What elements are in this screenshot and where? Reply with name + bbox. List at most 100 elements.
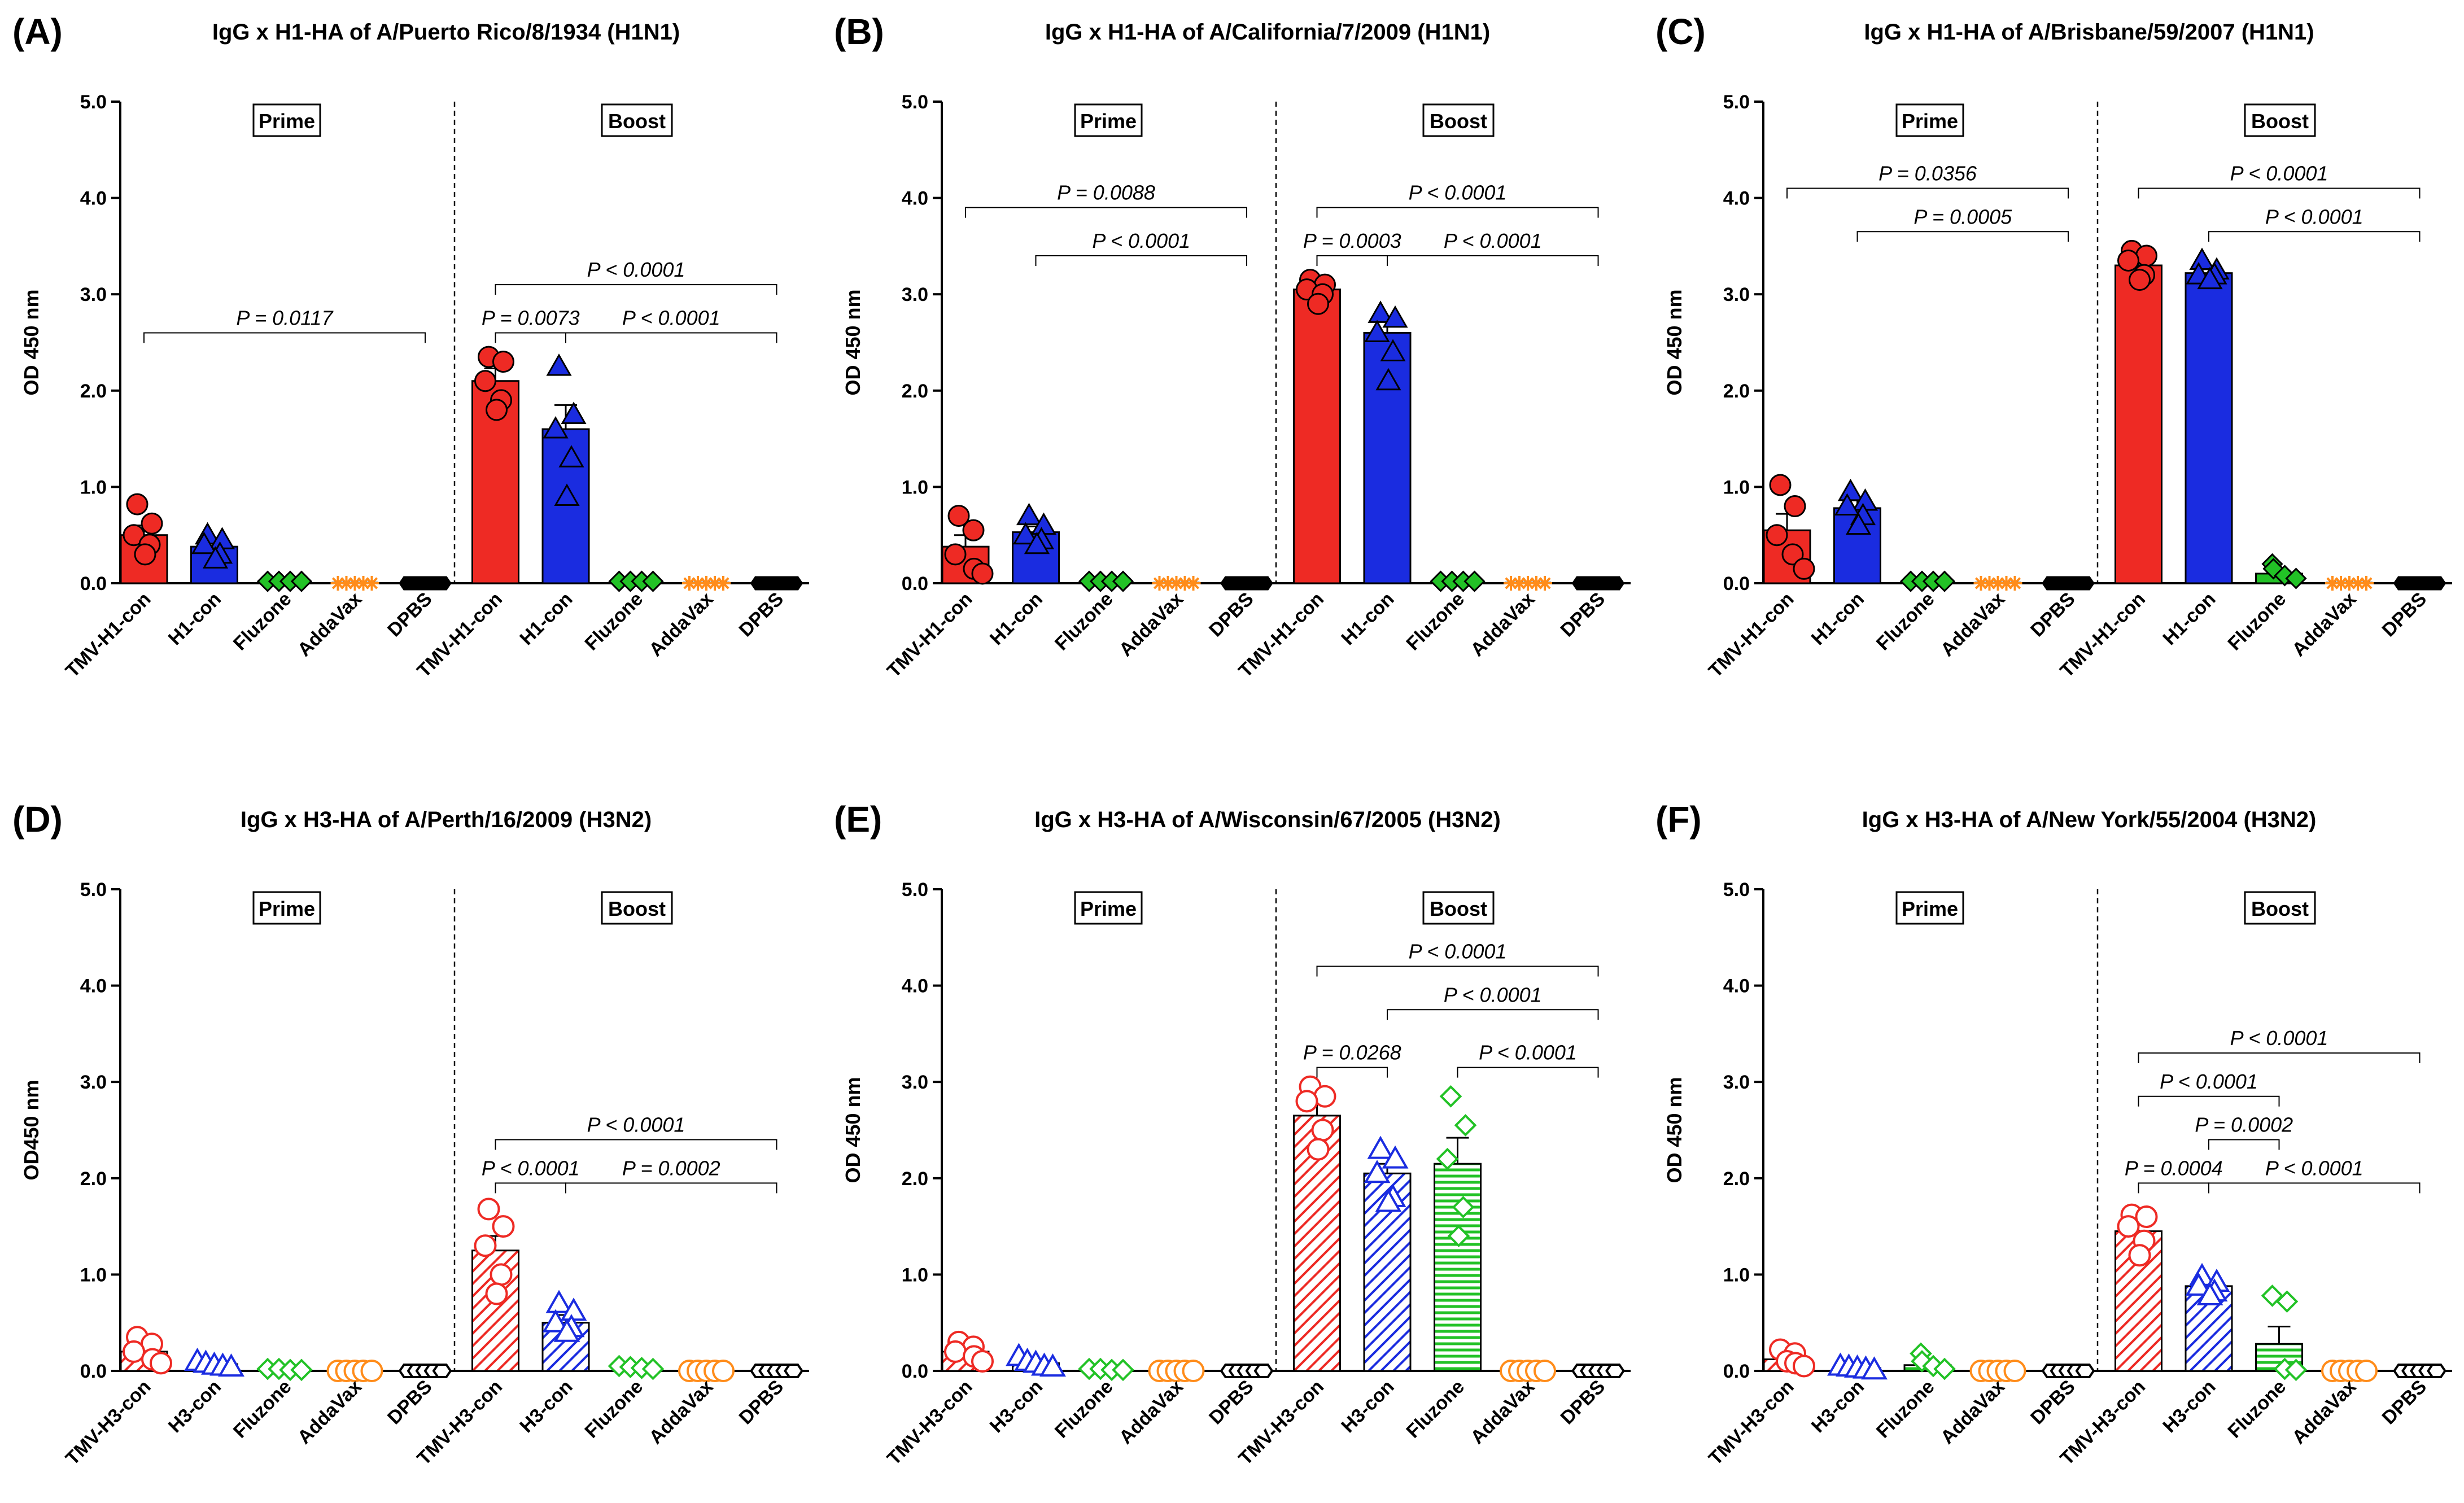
x-tick-label: Fluzone	[1051, 588, 1117, 655]
significance-bracket	[1035, 255, 1247, 266]
x-tick-label: TMV-H1-con	[1705, 588, 1798, 682]
y-tick-label: 1.0	[80, 477, 107, 498]
x-tick-label: TMV-H3-con	[1705, 1376, 1798, 1470]
y-tick-label: 3.0	[1723, 1072, 1750, 1093]
data-point	[1605, 576, 1625, 591]
data-point	[477, 1198, 500, 1221]
p-value-label: P < 0.0001	[622, 306, 720, 329]
data-point	[1112, 1358, 1134, 1382]
bar	[2115, 264, 2162, 584]
x-tick-label: AddaVax	[645, 1376, 717, 1448]
data-point	[1012, 522, 1039, 545]
chart-panel: (B) IgG x H1-HA of A/California/7/2009 (H…	[834, 11, 1631, 682]
data-point	[1039, 1353, 1066, 1377]
data-point	[1933, 570, 1956, 592]
data-point	[2274, 565, 2296, 587]
x-tick-label: H1-con	[1337, 588, 1398, 649]
p-value-label: P < 0.0001	[1409, 181, 1507, 204]
x-tick-label: AddaVax	[294, 588, 366, 661]
significance-bracket	[1387, 1009, 1599, 1020]
prime-box	[1895, 103, 1964, 137]
boost-label: Boost	[608, 110, 666, 133]
data-point	[1781, 543, 1804, 566]
significance-bracket	[495, 1182, 566, 1194]
p-value-label: P < 0.0001	[2230, 1026, 2328, 1050]
p-value-label: P = 0.0356	[1878, 162, 1977, 185]
x-tick-label: AddaVax	[2288, 588, 2360, 661]
x-tick-label: Fluzone	[229, 588, 296, 655]
p-value-label: P < 0.0001	[2160, 1070, 2258, 1093]
significance-bracket	[2138, 1095, 2280, 1107]
data-point	[1382, 305, 1408, 328]
significance-bracket	[1316, 965, 1599, 977]
x-tick-label: Fluzone	[580, 1376, 647, 1443]
data-point	[2196, 1282, 2223, 1305]
data-point	[1534, 1360, 1556, 1382]
x-tick-label: H3-con	[2159, 1376, 2220, 1437]
data-point	[126, 493, 148, 515]
data-point	[1463, 570, 1486, 592]
data-point	[1452, 1196, 1475, 1218]
p-value-label: P < 0.0001	[1444, 983, 1542, 1006]
x-tick-label: H3-con	[1807, 1376, 1868, 1437]
x-tick-label: DPBS	[2378, 1376, 2431, 1429]
data-point	[1253, 1364, 1274, 1378]
x-tick-label: Fluzone	[2223, 588, 2290, 655]
chart-panel: (F) IgG x H3-HA of A/New York/55/2004 (H3…	[1655, 799, 2452, 1470]
significance-bracket	[143, 332, 426, 343]
x-tick-label: H1-con	[515, 588, 576, 649]
y-axis-label: OD 450 nm	[841, 1077, 864, 1183]
chart-panel: (D) IgG x H3-HA of A/Perth/16/2009 (H3N2)…	[12, 799, 809, 1470]
y-tick-label: 1.0	[1723, 477, 1750, 498]
y-tick-label: 2.0	[80, 381, 107, 402]
y-tick-label: 3.0	[902, 1072, 928, 1093]
y-tick-label: 3.0	[1723, 284, 1750, 305]
data-point	[1024, 531, 1050, 554]
data-point	[492, 351, 514, 373]
y-tick-label: 4.0	[902, 188, 928, 209]
y-tick-label: 4.0	[80, 976, 107, 997]
data-point	[2003, 1360, 2026, 1382]
boost-label: Boost	[2251, 897, 2309, 920]
data-point	[1793, 1355, 1815, 1378]
data-point	[546, 353, 572, 376]
data-point	[947, 505, 970, 527]
data-point	[2427, 576, 2446, 591]
y-tick-label: 0.0	[80, 1361, 107, 1382]
x-tick-label: DPBS	[1205, 1376, 1258, 1429]
y-tick-label: 5.0	[1723, 91, 1750, 113]
panel-letter: (A)	[12, 11, 63, 52]
y-tick-label: 4.0	[902, 976, 928, 997]
panel-letter: (F)	[1655, 799, 1702, 840]
y-tick-label: 1.0	[902, 1264, 928, 1286]
data-point	[218, 1353, 244, 1377]
significance-bracket	[2138, 1052, 2421, 1064]
panel-letter: (B)	[834, 11, 884, 52]
p-value-label: P < 0.0001	[2265, 1156, 2363, 1179]
boost-box	[2244, 103, 2316, 137]
data-point	[123, 1340, 145, 1363]
significance-bracket	[1316, 1067, 1388, 1078]
data-point	[558, 445, 584, 467]
data-point	[1382, 1145, 1409, 1169]
y-tick-label: 5.0	[1723, 879, 1750, 901]
data-point	[2128, 1244, 2151, 1267]
data-point	[1016, 503, 1042, 526]
y-tick-label: 4.0	[1723, 188, 1750, 209]
y-tick-label: 5.0	[80, 879, 107, 901]
x-tick-label: AddaVax	[2288, 1376, 2360, 1448]
data-point	[1311, 1118, 1334, 1142]
x-tick-label: H3-con	[1337, 1376, 1398, 1437]
data-point	[492, 1215, 515, 1238]
bar	[1293, 289, 1341, 584]
data-point	[134, 543, 156, 566]
significance-bracket	[495, 284, 777, 295]
panel-letter: (D)	[12, 799, 63, 840]
data-point	[150, 1352, 172, 1375]
boost-box	[1422, 891, 1495, 925]
y-tick-label: 0.0	[1723, 1361, 1750, 1382]
data-point	[1537, 576, 1552, 591]
significance-bracket	[495, 1139, 777, 1150]
data-point	[360, 1360, 383, 1382]
